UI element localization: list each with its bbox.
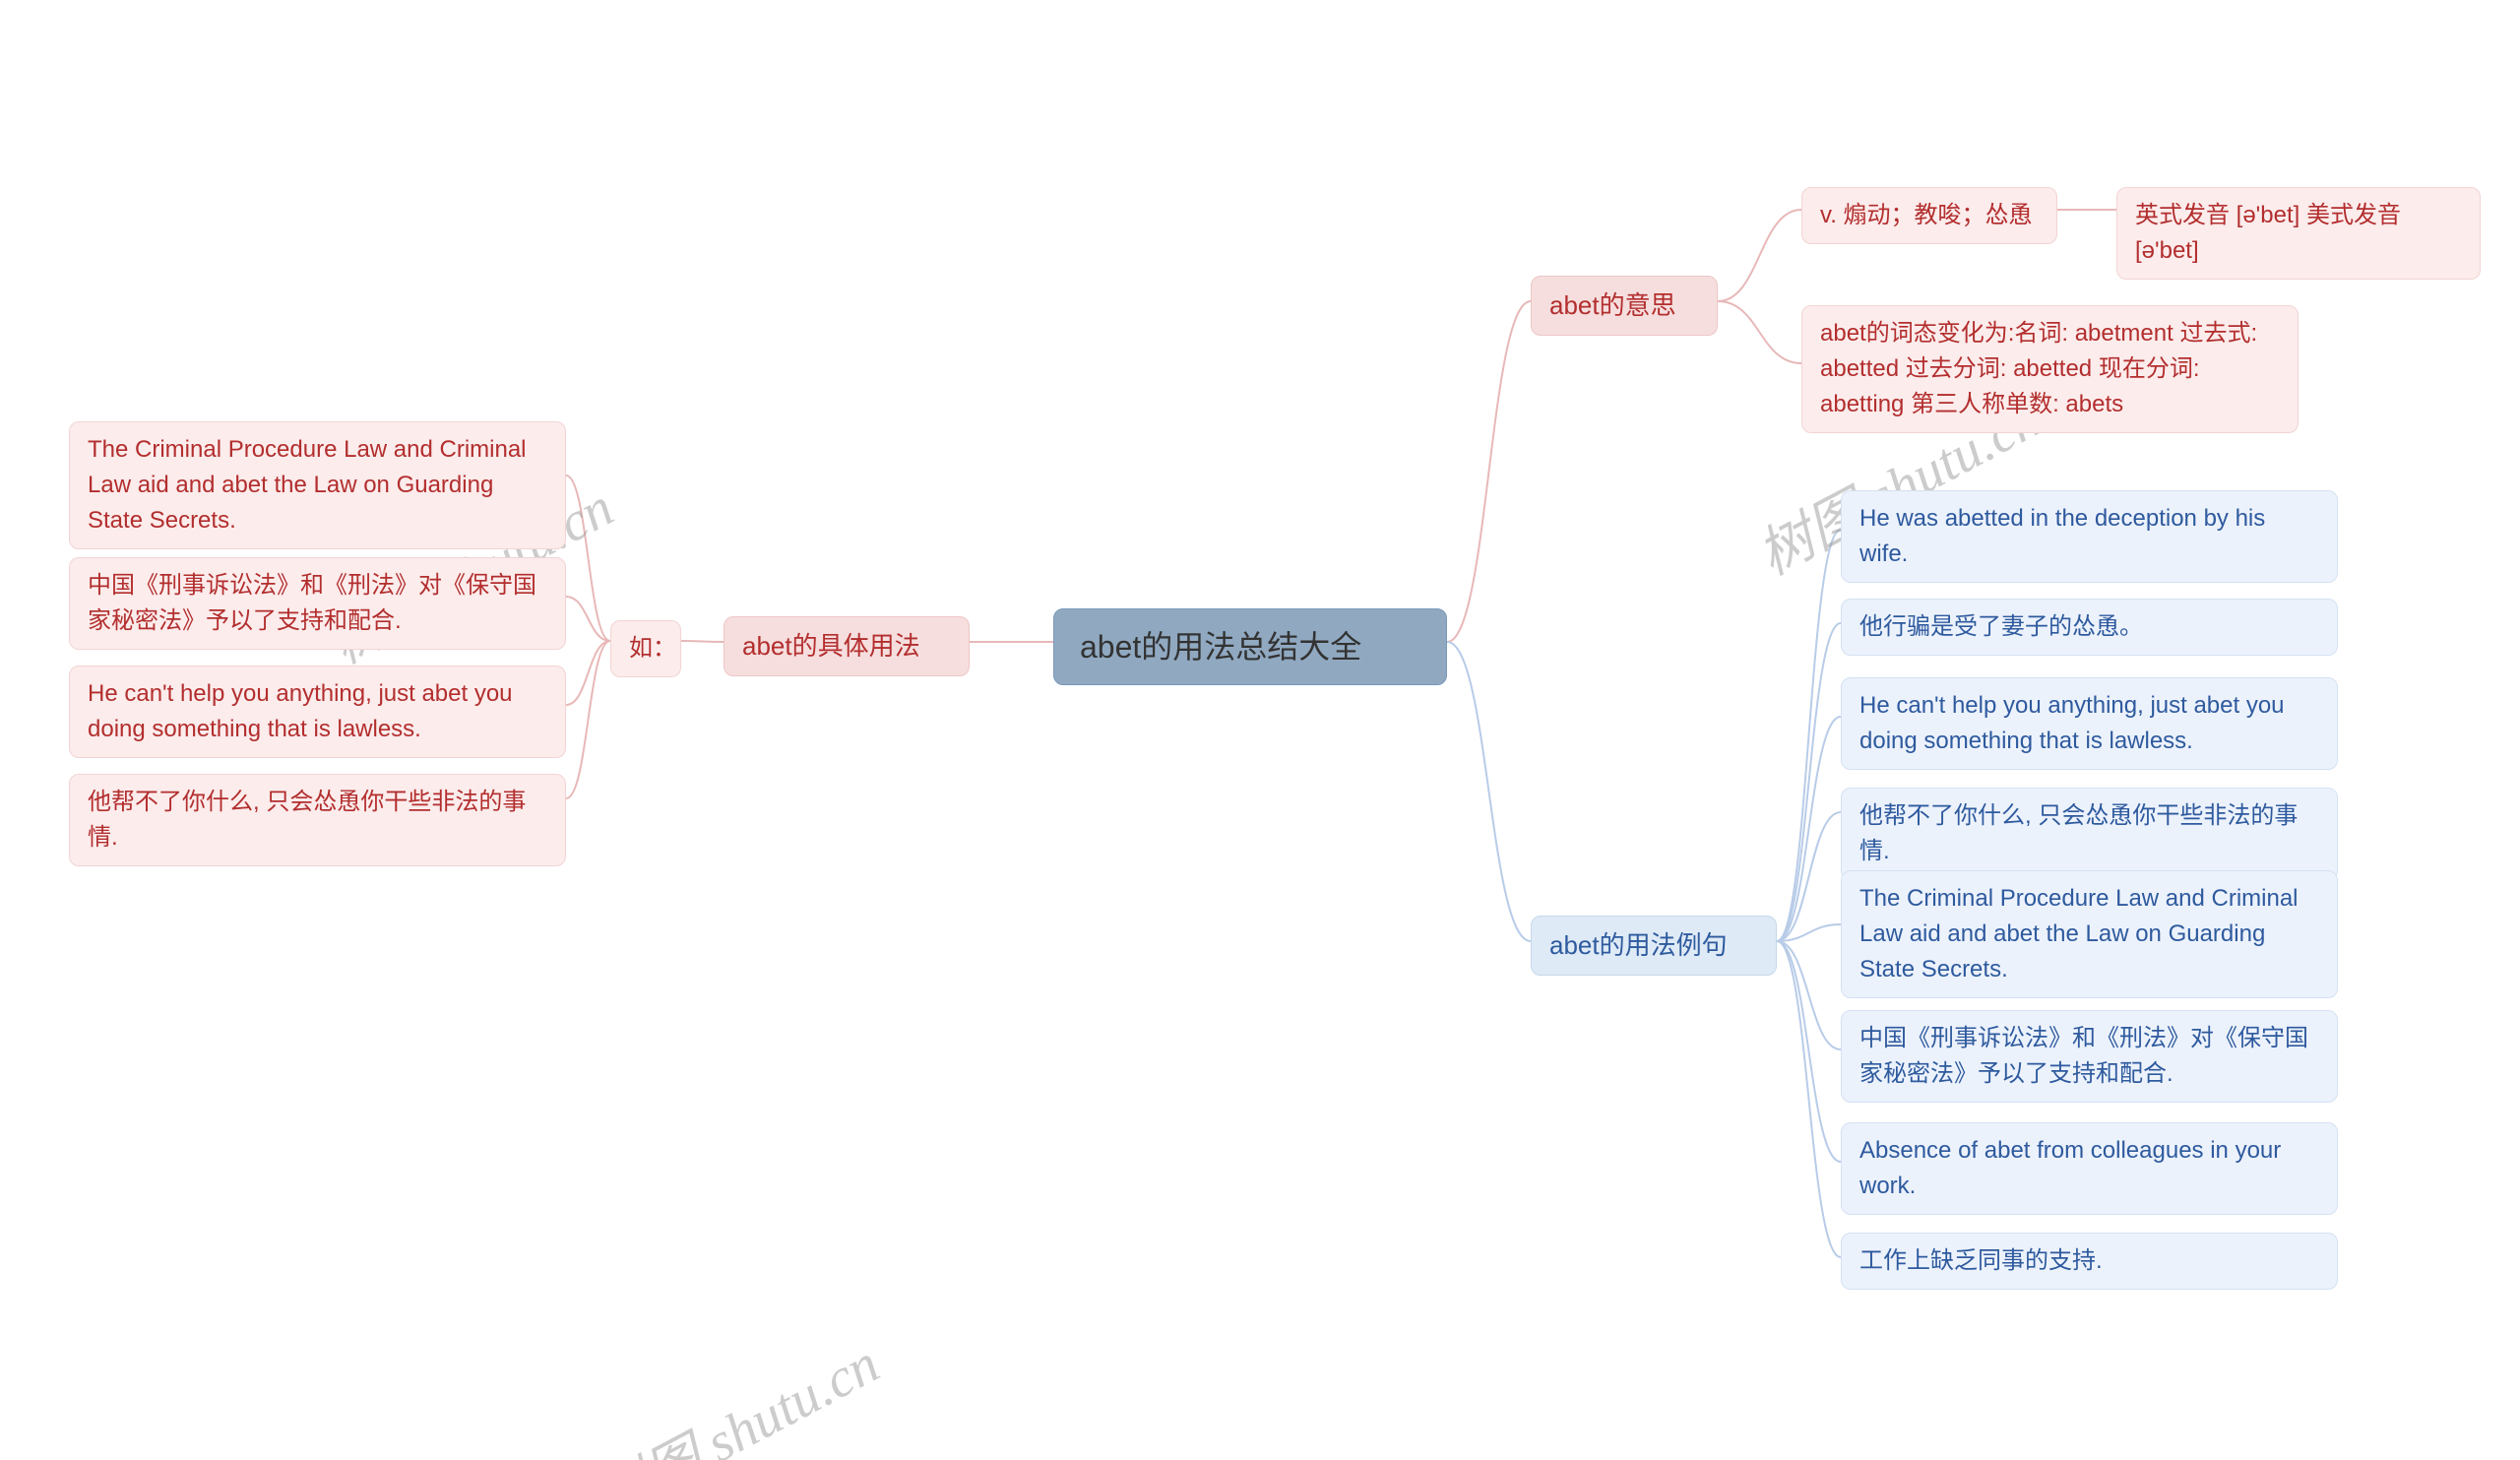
meaning-leaf-0[interactable]: v. 煽动；教唆；怂恿	[1801, 187, 2057, 244]
example-leaf-3[interactable]: 他帮不了你什么, 只会怂恿你干些非法的事情.	[1841, 788, 2338, 880]
watermark: 树图 shutu.cn	[580, 1320, 890, 1460]
example-leaf-2[interactable]: He can't help you anything, just abet yo…	[1841, 677, 2338, 770]
example-leaf-7[interactable]: 工作上缺乏同事的支持.	[1841, 1233, 2338, 1290]
meaning-leaf-0-sub[interactable]: 英式发音 [ə'bet] 美式发音 [ə'bet]	[2116, 187, 2481, 280]
example-leaf-6[interactable]: Absence of abet from colleagues in your …	[1841, 1122, 2338, 1215]
branch-examples[interactable]: abet的用法例句	[1531, 916, 1777, 976]
usage-leaf-1[interactable]: 中国《刑事诉讼法》和《刑法》对《保守国家秘密法》予以了支持和配合.	[69, 557, 566, 650]
hinge-eg[interactable]: 如：	[610, 620, 681, 677]
example-leaf-4[interactable]: The Criminal Procedure Law and Criminal …	[1841, 870, 2338, 998]
example-leaf-1[interactable]: 他行骗是受了妻子的怂恿。	[1841, 599, 2338, 656]
example-leaf-0[interactable]: He was abetted in the deception by his w…	[1841, 490, 2338, 583]
usage-leaf-0[interactable]: The Criminal Procedure Law and Criminal …	[69, 421, 566, 549]
meaning-leaf-1[interactable]: abet的词态变化为:名词: abetment 过去式: abetted 过去分…	[1801, 305, 2299, 433]
usage-leaf-2[interactable]: He can't help you anything, just abet yo…	[69, 666, 566, 758]
example-leaf-5[interactable]: 中国《刑事诉讼法》和《刑法》对《保守国家秘密法》予以了支持和配合.	[1841, 1010, 2338, 1103]
usage-leaf-3[interactable]: 他帮不了你什么, 只会怂恿你干些非法的事情.	[69, 774, 566, 866]
root-node[interactable]: abet的用法总结大全	[1053, 608, 1447, 685]
branch-meaning[interactable]: abet的意思	[1531, 276, 1718, 336]
branch-usage[interactable]: abet的具体用法	[724, 616, 970, 676]
